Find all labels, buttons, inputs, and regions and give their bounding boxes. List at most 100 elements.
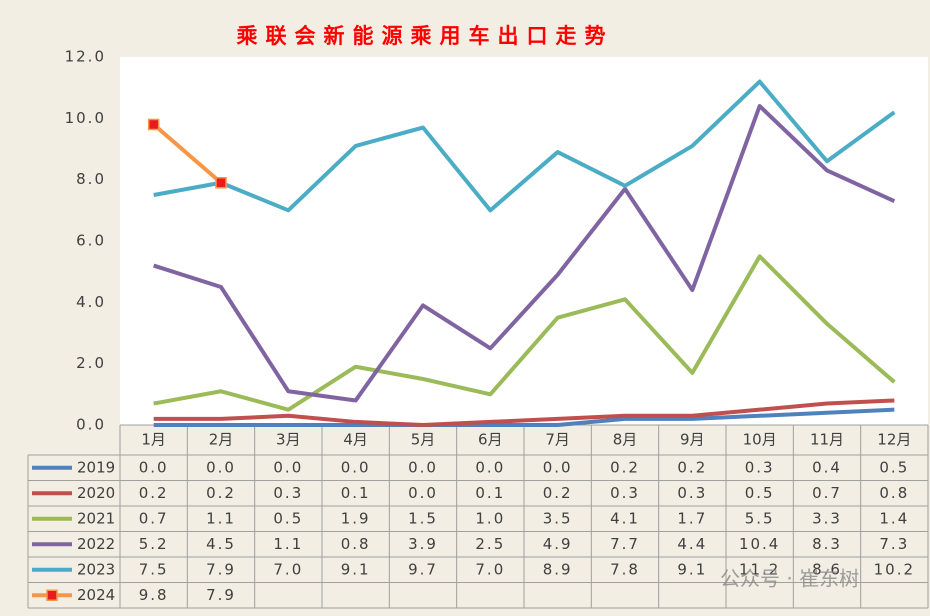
table-cell: 7.8: [610, 560, 640, 578]
x-tick-label: 1月: [141, 431, 166, 449]
table-cell: 3.9: [408, 535, 438, 553]
table-cell: 0.5: [879, 458, 909, 476]
table-cell: 0.3: [745, 458, 775, 476]
chart-title: 乘联会新能源乘用车出口走势: [236, 24, 614, 48]
table-cell: 0.2: [139, 484, 169, 502]
x-tick-label: 6月: [478, 431, 503, 449]
table-cell: 4.5: [206, 535, 236, 553]
table-cell: 7.0: [273, 560, 303, 578]
table-cell: 9.1: [677, 560, 707, 578]
x-tick-label: 8月: [613, 431, 638, 449]
table-cell: 7.0: [475, 560, 505, 578]
table-cell: 0.0: [273, 458, 303, 476]
table-cell: 0.0: [206, 458, 236, 476]
table-cell: 0.3: [610, 484, 640, 502]
table-cell: 3.5: [543, 509, 573, 527]
table-cell: 10.2: [874, 560, 915, 578]
table-cell: 0.8: [879, 484, 909, 502]
table-cell: 0.2: [206, 484, 236, 502]
table-cell: 7.5: [139, 560, 169, 578]
legend-label: 2023: [77, 560, 115, 578]
x-tick-label: 7月: [545, 431, 570, 449]
table-cell: 11.2: [739, 560, 780, 578]
table-cell: 1.9: [341, 509, 371, 527]
table-cell: 0.2: [610, 458, 640, 476]
watermark: 公众号 · 崔东树: [720, 567, 859, 591]
table-cell: 0.1: [341, 484, 371, 502]
table-cell: 0.7: [812, 484, 842, 502]
table-cell: 4.4: [677, 535, 707, 553]
table-cell: 9.7: [408, 560, 438, 578]
table-cell: 9.1: [341, 560, 371, 578]
table-cell: 1.7: [677, 509, 707, 527]
table-cell: 0.2: [543, 484, 573, 502]
table-cell: 0.3: [273, 484, 303, 502]
series-line: [152, 122, 223, 185]
table-cell: 1.5: [408, 509, 438, 527]
legend-label: 2024: [77, 586, 115, 604]
y-tick-label: 8.0: [76, 170, 106, 188]
table-cell: 1.0: [475, 509, 505, 527]
x-tick-label: 11月: [810, 431, 844, 449]
table-cell: 7.9: [206, 560, 236, 578]
x-tick-label: 2月: [209, 431, 234, 449]
x-tick-label: 3月: [276, 431, 301, 449]
table-cell: 0.1: [475, 484, 505, 502]
legend-label: 2022: [77, 535, 115, 553]
legend-label: 2020: [77, 484, 115, 502]
y-tick-label: 12.0: [65, 48, 106, 66]
series-line: [153, 407, 895, 427]
series-line: [153, 254, 896, 412]
y-tick-label: 6.0: [76, 232, 106, 250]
y-tick-label: 2.0: [76, 354, 106, 372]
table-cell: 0.0: [408, 484, 438, 502]
table-cell: 0.5: [745, 484, 775, 502]
point-marker: [215, 176, 227, 189]
table-cell: 0.2: [677, 458, 707, 476]
table-cell: 10.4: [739, 535, 780, 553]
table-cell: 5.5: [745, 509, 775, 527]
table-cell: 0.8: [341, 535, 371, 553]
table-cell: 0.3: [677, 484, 707, 502]
table-cell: 5.2: [139, 535, 169, 553]
y-tick-label: 4.0: [76, 293, 106, 311]
table-cell: 4.9: [543, 535, 573, 553]
legend-marker: [46, 589, 58, 601]
point-marker: [147, 118, 160, 131]
table-cell: 7.9: [206, 586, 236, 604]
table-cell: 8.3: [812, 535, 842, 553]
table-cell: 0.0: [475, 458, 505, 476]
table-cell: 2.5: [475, 535, 505, 553]
x-tick-label: 12月: [877, 431, 911, 449]
series-line: [153, 398, 895, 427]
series-line: [153, 79, 896, 213]
y-tick-label: 10.0: [65, 109, 106, 127]
table-cell: 0.0: [139, 458, 169, 476]
legend-label: 2019: [77, 458, 115, 476]
x-tick-label: 9月: [680, 431, 705, 449]
table-cell: 7.3: [879, 535, 909, 553]
series-line: [153, 104, 896, 403]
table-cell: 0.7: [139, 509, 169, 527]
plot-area: [120, 57, 928, 425]
legend-label: 2021: [77, 509, 115, 527]
table-cell: 1.4: [879, 509, 909, 527]
table-cell: 8.6: [812, 560, 842, 578]
table-cell: 0.0: [543, 458, 573, 476]
y-tick-label: 0.0: [76, 416, 106, 434]
table-cell: 1.1: [273, 535, 303, 553]
table-cell: 9.8: [139, 586, 169, 604]
x-tick-label: 10月: [743, 431, 777, 449]
table-cell: 0.5: [273, 509, 303, 527]
table-cell: 8.9: [543, 560, 573, 578]
table-cell: 1.1: [206, 509, 236, 527]
table-cell: 0.4: [812, 458, 842, 476]
table-cell: 0.0: [408, 458, 438, 476]
table-cell: 7.7: [610, 535, 640, 553]
x-tick-label: 5月: [411, 431, 436, 449]
table-cell: 4.1: [610, 509, 640, 527]
table-cell: 0.0: [341, 458, 371, 476]
x-tick-label: 4月: [343, 431, 368, 449]
table-cell: 3.3: [812, 509, 842, 527]
